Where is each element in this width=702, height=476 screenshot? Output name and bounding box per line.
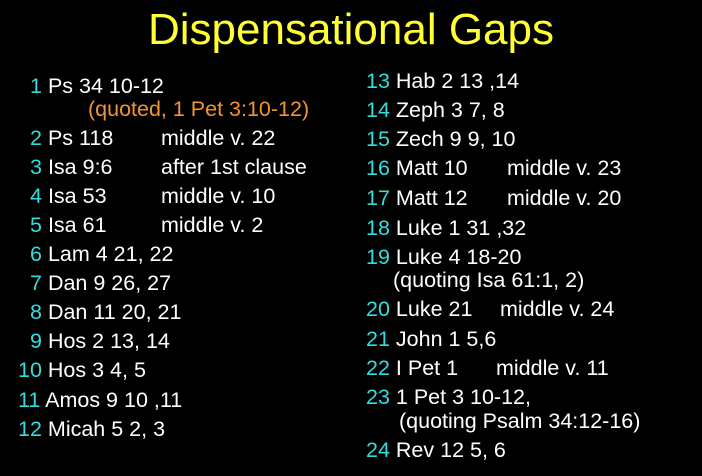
item-note: middle v. 10 — [161, 184, 276, 208]
list-item: 17 Matt 12 — [366, 185, 468, 211]
item-number: 20 — [366, 297, 390, 321]
item-reference: Luke 21 — [395, 297, 473, 321]
list-item: 7 Dan 9 26, 27 — [30, 270, 171, 296]
item-number: 24 — [366, 438, 390, 462]
item-number: 3 — [30, 155, 42, 179]
item-reference: I Pet 1 — [395, 356, 459, 380]
list-item: 13 Hab 2 13 ,14 — [366, 68, 519, 94]
item-reference: Isa 53 — [47, 184, 107, 208]
item-number: 13 — [366, 69, 390, 93]
item-reference: Rev 12 5, 6 — [395, 438, 506, 462]
item-number: 19 — [366, 245, 390, 269]
item-quote-note: (quoting Psalm 34:12-16) — [399, 409, 641, 433]
item-number: 1 — [30, 74, 42, 98]
item-number: 14 — [366, 98, 390, 122]
item-reference: 1 Pet 3 10-12, — [395, 385, 531, 409]
item-number: 23 — [366, 385, 390, 409]
list-item: 12 Micah 5 2, 3 — [18, 416, 165, 442]
list-item: 22 I Pet 1 — [366, 355, 458, 381]
item-quote-note: (quoted, 1 Pet 3:10-12) — [88, 97, 310, 121]
item-number: 11 — [18, 388, 41, 412]
list-item: 21 John 1 5,6 — [366, 326, 496, 352]
list-item: 14 Zeph 3 7, 8 — [366, 97, 505, 123]
item-number: 18 — [366, 216, 390, 240]
item-reference: Micah 5 2, 3 — [47, 417, 166, 441]
item-reference: Zeph 3 7, 8 — [395, 98, 505, 122]
item-reference: Matt 10 — [395, 156, 468, 180]
list-item: 5 Isa 61 — [30, 212, 107, 238]
list-item: 10 Hos 3 4, 5 — [18, 357, 146, 383]
item-reference: John 1 5,6 — [395, 327, 497, 351]
list-item: 23 1 Pet 3 10-12, — [366, 384, 531, 410]
item-reference: Hos 3 4, 5 — [47, 358, 146, 382]
item-reference: Matt 12 — [395, 186, 468, 210]
list-item: 8 Dan 11 20, 21 — [30, 299, 181, 325]
list-item: 18 Luke 1 31 ,32 — [366, 215, 526, 241]
item-number: 12 — [18, 417, 42, 441]
item-number: 7 — [30, 271, 42, 295]
item-number: 4 — [30, 184, 42, 208]
list-item: 2 Ps 118 — [30, 125, 113, 151]
list-item: 4 Isa 53 — [30, 183, 107, 209]
item-number: 21 — [366, 327, 390, 351]
item-reference: Ps 118 — [47, 126, 114, 150]
item-number: 5 — [30, 213, 42, 237]
item-number: 8 — [30, 300, 42, 324]
list-item: 20 Luke 21 — [366, 296, 472, 322]
item-note: middle v. 23 — [507, 156, 622, 180]
item-number: 6 — [30, 242, 42, 266]
item-number: 2 — [30, 126, 42, 150]
item-number: 22 — [366, 356, 390, 380]
list-item: 6 Lam 4 21, 22 — [30, 241, 173, 267]
item-number: 17 — [366, 186, 390, 210]
list-item: 24 Rev 12 5, 6 — [366, 437, 506, 463]
list-item: 3 Isa 9:6 — [30, 154, 113, 180]
item-number: 16 — [366, 156, 390, 180]
item-note: middle v. 24 — [500, 297, 615, 321]
item-note: middle v. 2 — [161, 213, 264, 237]
item-number: 10 — [18, 358, 42, 382]
item-reference: Lam 4 21, 22 — [47, 242, 174, 266]
item-reference: Zech 9 9, 10 — [395, 127, 516, 151]
item-reference: Hos 2 13, 14 — [47, 329, 170, 353]
list-item: 9 Hos 2 13, 14 — [30, 328, 170, 354]
item-reference: Amos 9 10 ,11 — [45, 388, 183, 412]
item-reference: Dan 9 26, 27 — [47, 271, 172, 295]
item-note: middle v. 11 — [496, 356, 609, 380]
item-note: middle v. 22 — [161, 126, 276, 150]
item-reference: Luke 4 18-20 — [395, 245, 522, 269]
item-reference: Luke 1 31 ,32 — [395, 216, 527, 240]
list-item: 19 Luke 4 18-20 — [366, 244, 521, 270]
item-reference: Dan 11 20, 21 — [47, 300, 182, 324]
item-reference: Ps 34 10-12 — [47, 74, 164, 98]
list-item: 15 Zech 9 9, 10 — [366, 126, 515, 152]
item-number: 9 — [30, 329, 42, 353]
slide-title: Dispensational Gaps — [147, 5, 554, 54]
item-note: middle v. 20 — [507, 186, 622, 210]
item-reference: Isa 61 — [47, 213, 107, 237]
item-quote-note: (quoting Isa 61:1, 2) — [393, 268, 585, 292]
list-item: 1 Ps 34 10-12 — [30, 73, 164, 99]
list-item: 16 Matt 10 — [366, 155, 468, 181]
item-reference: Isa 9:6 — [47, 155, 113, 179]
item-number: 15 — [366, 127, 390, 151]
item-note: after 1st clause — [161, 155, 307, 179]
item-reference: Hab 2 13 ,14 — [395, 69, 520, 93]
list-item: 11 Amos 9 10 ,11 — [18, 387, 182, 413]
